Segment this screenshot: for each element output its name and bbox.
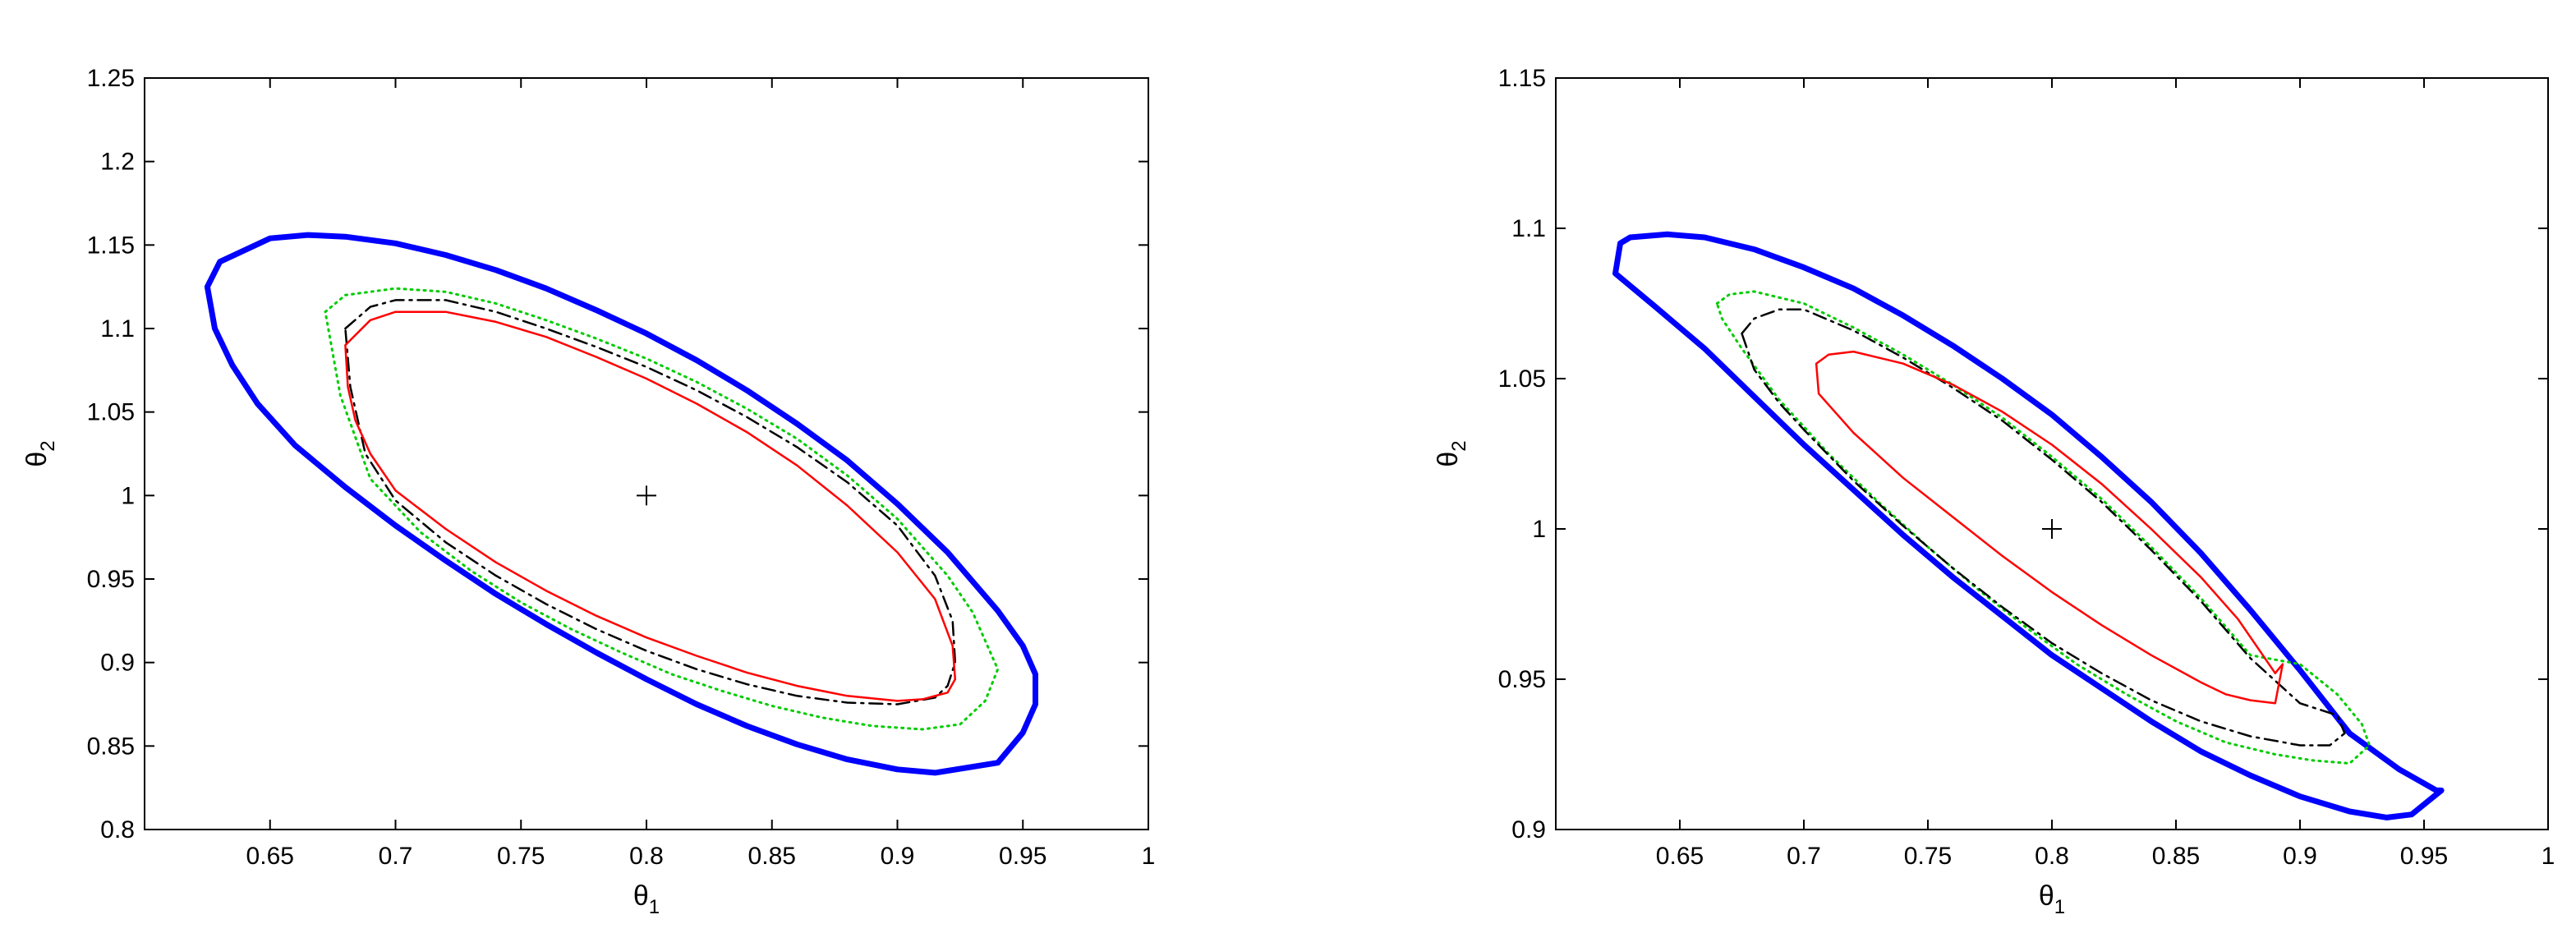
y-tick-label: 1.1 xyxy=(1511,215,1546,242)
x-tick-label: 0.95 xyxy=(2400,843,2448,870)
x-tick-label: 0.65 xyxy=(1656,843,1704,870)
contour-series-3 xyxy=(344,310,957,702)
y-tick-label: 1 xyxy=(1532,516,1546,543)
contour-series-2 xyxy=(1741,308,2346,747)
contour-series-3 xyxy=(1815,350,2284,705)
y-tick-label: 0.95 xyxy=(1498,666,1546,693)
left-contour-plot: 0.65 0.7 0.75 0.8 0.85 0.9 0.95 1 0.8 0.85 0.9 0.95… xyxy=(21,65,1155,918)
x-axis-label: θ1 xyxy=(633,880,660,918)
y-tick-label: 0.95 xyxy=(87,566,135,593)
x-tick-label: 0.85 xyxy=(2152,843,2200,870)
x-tick-label: 0.9 xyxy=(2283,843,2317,870)
contour-series-2 xyxy=(344,299,957,705)
y-tick-label: 1.05 xyxy=(87,399,135,426)
x-tick-label: 0.65 xyxy=(246,843,294,870)
y-axis-label: θ2 xyxy=(21,440,59,466)
contour-series-0 xyxy=(204,232,1038,776)
y-tick-label: 1.2 xyxy=(100,149,135,176)
x-tick-label: 0.75 xyxy=(497,843,545,870)
y-tick-label: 1.1 xyxy=(100,315,135,342)
x-tick-label: 0.7 xyxy=(379,843,413,870)
contour-series-0 xyxy=(1612,231,2445,820)
x-tick-label: 0.85 xyxy=(748,843,796,870)
plot-frame xyxy=(1555,77,2549,830)
x-tick-label: 0.8 xyxy=(2035,843,2069,870)
x-tick-label: 0.8 xyxy=(629,843,664,870)
y-tick-label: 1.25 xyxy=(87,65,135,92)
x-axis-label: θ1 xyxy=(2039,880,2065,918)
y-tick-label: 0.85 xyxy=(87,733,135,760)
x-tick-label: 0.75 xyxy=(1904,843,1952,870)
y-tick-label: 1.15 xyxy=(87,232,135,259)
x-tick-label: 0.7 xyxy=(1787,843,1821,870)
right-contour-plot: 0.65 0.7 0.75 0.8 0.85 0.9 0.95 1 0.9 0.95 1 1.05 1.… xyxy=(1433,65,2555,918)
x-tick-label: 1 xyxy=(1142,843,1156,870)
center-marker xyxy=(2042,519,2062,539)
contour-series-1 xyxy=(324,287,1000,731)
plot-frame xyxy=(144,77,1149,830)
y-tick-label: 1.05 xyxy=(1498,365,1546,393)
y-tick-label: 0.9 xyxy=(1511,816,1546,843)
x-tick-label: 1 xyxy=(2542,843,2555,870)
y-tick-label: 1.15 xyxy=(1498,65,1546,92)
y-tick-label: 0.9 xyxy=(100,650,135,677)
y-axis-label: θ2 xyxy=(1433,440,1470,466)
x-tick-label: 0.9 xyxy=(881,843,915,870)
contour-series-1 xyxy=(1715,290,2371,765)
x-tick-label: 0.95 xyxy=(999,843,1046,870)
y-tick-label: 1 xyxy=(121,482,135,509)
y-tick-label: 0.8 xyxy=(100,816,135,843)
center-marker xyxy=(637,485,656,506)
